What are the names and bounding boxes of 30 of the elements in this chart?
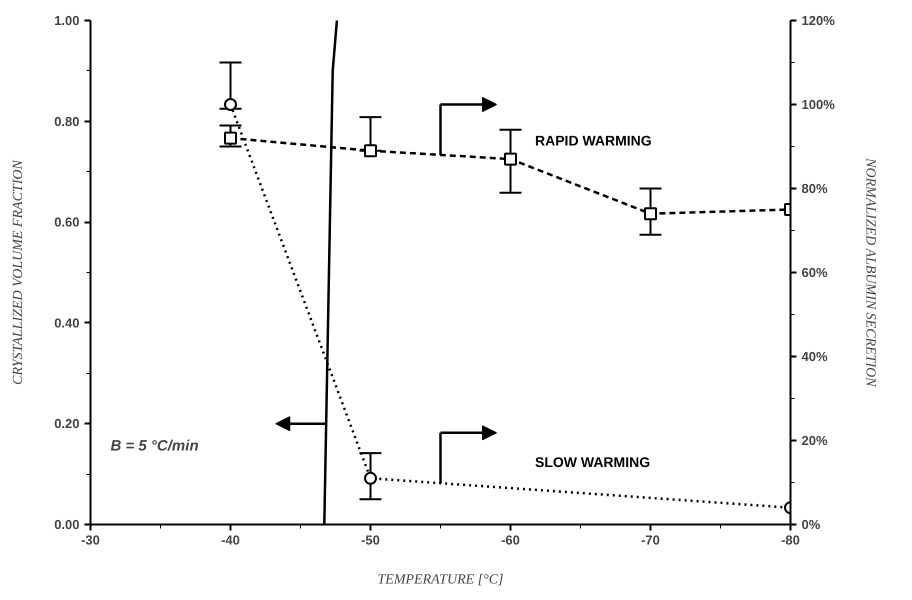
y2-tick-label: 60% bbox=[802, 265, 828, 280]
y-axis-title: CRYSTALLIZED VOLUME FRACTION bbox=[11, 160, 26, 385]
y2-axis-title: NORMALIZED ALBUMIN SECRETION bbox=[862, 157, 878, 388]
x-axis-title: TEMPERATURE [°C] bbox=[377, 572, 504, 588]
y2-tick-label: 0% bbox=[802, 517, 821, 532]
point bbox=[504, 152, 517, 166]
annotation: B = 5 °C/min bbox=[110, 438, 199, 454]
point bbox=[364, 472, 377, 485]
y-tick-label: 1.00 bbox=[54, 13, 80, 28]
y-tick-label: 0.80 bbox=[54, 114, 80, 129]
y2-tick-label: 120% bbox=[802, 13, 836, 28]
point bbox=[364, 144, 377, 158]
x-tick-label: -60 bbox=[501, 532, 520, 548]
x-tick-label: -80 bbox=[781, 532, 800, 548]
point bbox=[224, 98, 237, 111]
x-tick-label: -50 bbox=[361, 532, 380, 548]
y-tick-label: 0.00 bbox=[54, 517, 80, 532]
y2-tick-label: 80% bbox=[802, 181, 828, 196]
x-tick-label: -30 bbox=[81, 532, 100, 548]
y2-tick-label: 20% bbox=[802, 433, 828, 448]
y-tick-label: 0.20 bbox=[54, 416, 80, 432]
x-tick-label: -70 bbox=[641, 532, 660, 548]
y2-tick-label: 40% bbox=[802, 349, 828, 364]
y-tick-label: 0.40 bbox=[54, 315, 80, 330]
y-tick-label: 0.60 bbox=[54, 214, 80, 230]
point bbox=[224, 132, 237, 145]
x-tick-label: -40 bbox=[221, 532, 240, 548]
series-label: SLOW WARMING bbox=[535, 454, 650, 470]
y2-tick-label: 100% bbox=[802, 97, 836, 112]
series-label: RAPID WARMING bbox=[535, 132, 652, 149]
